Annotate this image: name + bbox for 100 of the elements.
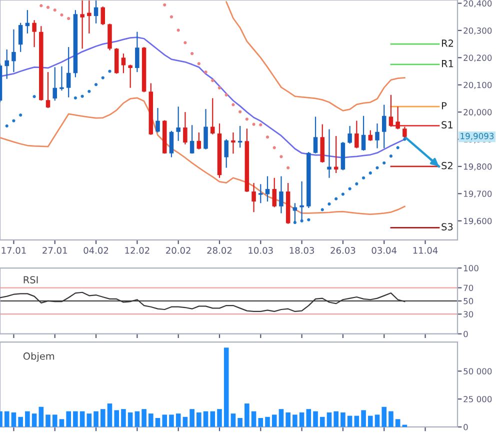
point <box>368 171 372 175</box>
point <box>286 166 290 170</box>
bar <box>306 409 312 427</box>
candlestick <box>135 31 140 73</box>
bar <box>382 406 387 427</box>
bar <box>4 411 10 427</box>
bar <box>80 411 85 427</box>
bar <box>52 414 58 427</box>
x-tick-label: 28.02 <box>207 246 232 254</box>
bar <box>340 412 346 427</box>
bar <box>190 409 194 427</box>
bar <box>128 412 133 427</box>
bar <box>134 411 140 427</box>
bar <box>313 411 318 427</box>
candlestick <box>224 138 228 168</box>
candlestick <box>396 106 400 130</box>
point <box>245 118 248 121</box>
point <box>170 15 174 18</box>
series-label: P <box>442 102 447 110</box>
y-tick-label: 19,800 <box>464 163 492 171</box>
point <box>184 41 187 44</box>
bar <box>286 412 290 427</box>
candlestick <box>252 182 256 213</box>
point <box>320 208 324 212</box>
point <box>293 220 296 224</box>
point <box>46 6 50 9</box>
point <box>376 166 379 170</box>
point <box>53 8 56 12</box>
candlestick <box>382 104 386 149</box>
candlestick <box>196 132 202 150</box>
bar <box>354 416 360 427</box>
bar <box>278 409 284 427</box>
x-tick-label: 27.01 <box>42 246 67 254</box>
x-tick-label: 12.02 <box>125 246 150 254</box>
bar <box>320 416 325 427</box>
x-tick-label: 03.04 <box>372 246 397 254</box>
bar <box>176 414 181 427</box>
point <box>334 197 338 200</box>
point <box>328 202 331 206</box>
series-label: R2 <box>442 40 454 47</box>
candlestick <box>265 176 270 202</box>
bar <box>148 414 154 427</box>
candlestick <box>258 184 263 204</box>
x-tick-label: 17.01 <box>2 246 26 254</box>
y-tick-label: 0 <box>464 330 468 338</box>
candlestick <box>327 128 332 178</box>
y-tick-label: 20,400 <box>464 0 492 8</box>
candlestick <box>190 124 194 154</box>
point <box>60 13 64 17</box>
bar <box>388 411 394 427</box>
y-tick-label: 50 000 <box>464 368 492 374</box>
point <box>190 52 194 56</box>
x-tick-label: 26.03 <box>330 246 356 254</box>
candlestick <box>4 48 9 80</box>
candlestick <box>156 107 160 134</box>
y-tick-label: 19,600 <box>464 218 492 225</box>
point <box>252 122 256 126</box>
candlestick <box>128 64 132 88</box>
y-tick-label: 19,700 <box>464 190 492 198</box>
bar <box>38 406 44 427</box>
bar <box>326 412 332 427</box>
x-tick-label: 11.04 <box>413 246 438 254</box>
point <box>19 113 22 117</box>
candlestick <box>368 130 373 142</box>
point <box>197 62 200 66</box>
bar <box>361 410 366 427</box>
bar <box>86 414 92 427</box>
y-tick-label: 50 <box>464 298 474 304</box>
point <box>32 95 36 98</box>
bar <box>196 412 202 427</box>
candlestick <box>32 20 36 48</box>
line-series <box>0 97 406 216</box>
candlestick <box>231 132 236 154</box>
bar <box>368 416 373 427</box>
point <box>224 93 228 96</box>
series-label: S2 <box>442 162 452 170</box>
point <box>266 136 270 139</box>
candlestick <box>279 176 284 214</box>
line-series <box>0 36 406 158</box>
point <box>5 124 8 128</box>
candlestick <box>66 46 71 98</box>
bar <box>114 410 120 427</box>
candlestick <box>52 66 57 102</box>
candlestick <box>18 22 23 52</box>
point <box>396 146 400 150</box>
bar <box>18 416 23 427</box>
point <box>176 28 180 32</box>
series-label: R1 <box>442 60 454 68</box>
y-tick-label: 20,100 <box>464 82 492 89</box>
bar <box>272 414 277 427</box>
bar <box>94 411 98 427</box>
candlestick <box>272 177 276 208</box>
x-tick-label: 20.02 <box>166 246 190 254</box>
bar <box>46 414 50 427</box>
bar <box>25 411 30 427</box>
point <box>88 90 91 93</box>
bar <box>224 348 229 427</box>
bar <box>32 414 37 427</box>
candlestick <box>292 202 298 222</box>
point <box>272 146 276 150</box>
